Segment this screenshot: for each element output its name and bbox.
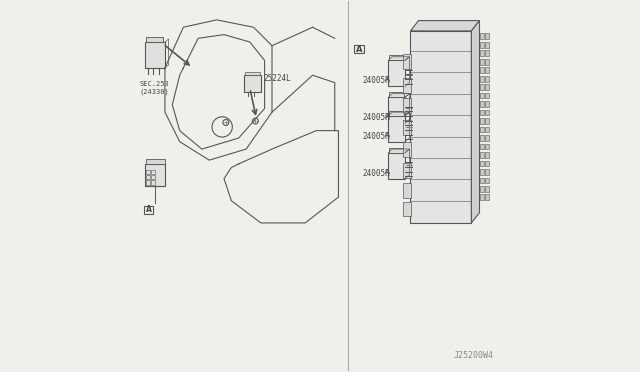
Polygon shape	[472, 20, 479, 223]
Bar	[485, 161, 489, 166]
Bar	[151, 170, 155, 174]
Bar	[485, 67, 489, 73]
Bar	[245, 71, 260, 75]
Text: 24005R: 24005R	[362, 169, 390, 177]
Polygon shape	[410, 20, 479, 31]
Bar	[485, 42, 489, 48]
Bar	[479, 152, 484, 158]
Bar	[479, 169, 484, 175]
Bar	[403, 78, 411, 93]
Bar	[479, 118, 484, 124]
Bar	[146, 180, 150, 185]
Bar	[388, 153, 405, 179]
Bar	[485, 152, 489, 158]
Bar	[479, 177, 484, 183]
Bar	[479, 186, 484, 192]
Bar	[479, 33, 484, 39]
Bar	[410, 31, 472, 223]
Bar	[479, 50, 484, 56]
Bar	[403, 120, 411, 135]
Bar	[355, 45, 364, 53]
Bar	[403, 142, 411, 157]
Bar	[146, 37, 163, 42]
Bar	[479, 76, 484, 81]
Bar	[145, 164, 165, 186]
Bar	[485, 135, 489, 141]
Bar	[485, 59, 489, 64]
Bar	[146, 175, 150, 179]
Text: 24005R: 24005R	[362, 132, 390, 141]
Bar	[403, 54, 411, 68]
Bar	[479, 144, 484, 150]
Bar	[485, 169, 489, 175]
Bar	[479, 93, 484, 99]
Text: J25200W4: J25200W4	[454, 350, 493, 359]
Text: A: A	[356, 45, 362, 54]
Bar	[485, 76, 489, 81]
Bar	[485, 50, 489, 56]
Bar	[151, 175, 155, 179]
Bar	[388, 116, 405, 142]
Bar	[485, 101, 489, 107]
Bar	[485, 33, 489, 39]
Text: A: A	[145, 205, 152, 214]
Text: 24005R: 24005R	[362, 76, 390, 85]
Bar	[485, 93, 489, 99]
Bar	[389, 55, 404, 61]
Bar	[146, 170, 150, 174]
Bar	[485, 118, 489, 124]
Bar	[388, 61, 405, 86]
Bar	[485, 84, 489, 90]
Bar	[485, 144, 489, 150]
Bar	[403, 183, 411, 198]
Bar	[145, 42, 165, 68]
Text: (24330): (24330)	[140, 88, 170, 94]
Bar	[479, 110, 484, 115]
Bar	[479, 59, 484, 64]
Bar	[144, 206, 153, 214]
Bar	[403, 202, 411, 216]
Bar	[151, 180, 155, 185]
Bar	[479, 101, 484, 107]
Bar	[479, 67, 484, 73]
Text: 25224L: 25224L	[264, 74, 292, 83]
Bar	[244, 75, 261, 92]
Bar	[479, 135, 484, 141]
Bar	[389, 92, 404, 97]
Bar	[479, 126, 484, 132]
Bar	[403, 163, 411, 177]
Bar	[485, 126, 489, 132]
Bar	[485, 186, 489, 192]
Bar	[479, 195, 484, 201]
Bar	[485, 110, 489, 115]
Bar	[146, 160, 165, 164]
Text: SEC.253: SEC.253	[140, 81, 170, 87]
Bar	[479, 84, 484, 90]
Bar	[479, 42, 484, 48]
Bar	[389, 111, 404, 116]
Bar	[479, 161, 484, 166]
Bar	[403, 98, 411, 113]
Bar	[389, 148, 404, 153]
Bar	[485, 177, 489, 183]
Bar	[485, 195, 489, 201]
Text: 24005R: 24005R	[362, 113, 390, 122]
Bar	[388, 97, 405, 123]
